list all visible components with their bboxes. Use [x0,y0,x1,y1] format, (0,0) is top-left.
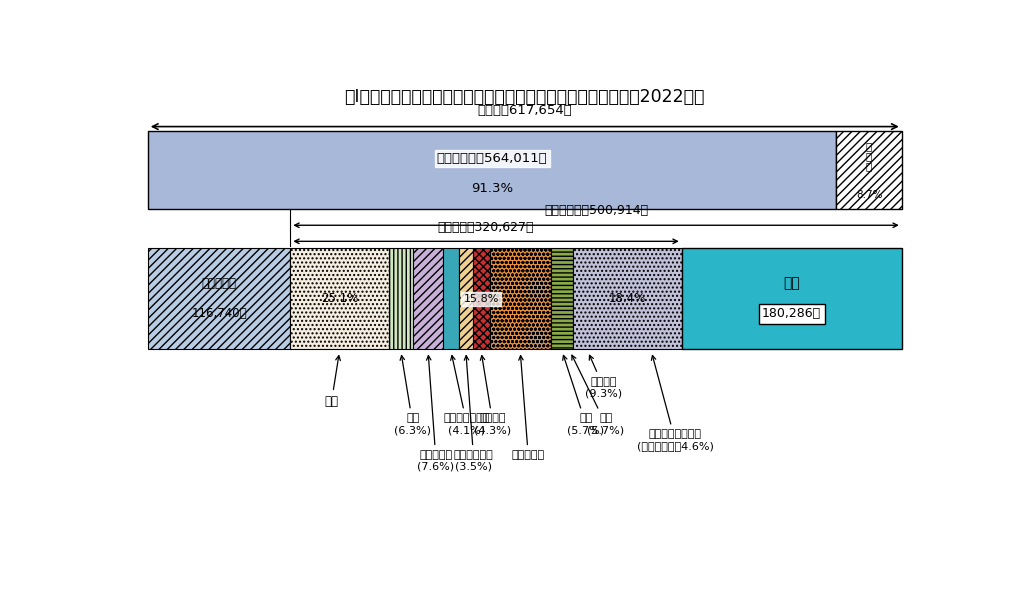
Text: 光熱・水道
(7.6%): 光熱・水道 (7.6%) [418,356,455,471]
Text: 消費支出　320,627円: 消費支出 320,627円 [438,221,535,234]
Text: そ
の
他: そ の 他 [866,141,872,171]
Text: 91.3%: 91.3% [471,182,513,195]
Bar [147,131,837,209]
Text: 住居
(6.3%): 住居 (6.3%) [394,356,431,435]
Bar [489,248,551,349]
Text: 保健医療
(4.3%): 保健医療 (4.3%) [474,356,512,435]
Text: 勤め先収入　564,011円: 勤め先収入 564,011円 [436,152,548,165]
Bar [443,248,459,349]
Text: 黒字: 黒字 [783,277,800,290]
Text: 実収入　617,654円: 実収入 617,654円 [477,104,572,117]
Bar [682,248,902,349]
Text: その他の消費支出
(うち交際費　4.6%): その他の消費支出 (うち交際費 4.6%) [637,355,714,451]
Text: 食料: 食料 [325,356,340,408]
Text: 18.4%: 18.4% [609,292,646,305]
Bar [147,248,291,349]
Text: 家具・家事用品
(4.1%): 家具・家事用品 (4.1%) [443,356,490,435]
Bar [291,248,388,349]
Text: 教育
(5.7%): 教育 (5.7%) [571,355,625,435]
Text: 可処分所得　500,914円: 可処分所得 500,914円 [544,204,648,217]
Bar [837,131,902,209]
Text: 非消費支出: 非消費支出 [202,277,237,290]
Bar [573,248,682,349]
Text: 教養娯楽
(9.3%): 教養娯楽 (9.3%) [585,355,623,398]
Text: 8.7%: 8.7% [856,190,883,200]
Text: 図Ⅰ－２－８　二人以上の世帯のうち勤労者世帯の家計収支　－2022年－: 図Ⅰ－２－８ 二人以上の世帯のうち勤労者世帯の家計収支 －2022年－ [345,88,705,105]
Text: 被服及び履物
(3.5%): 被服及び履物 (3.5%) [454,356,494,471]
Bar [459,248,473,349]
Text: 116,740円: 116,740円 [191,308,247,320]
Text: 交通・通信: 交通・通信 [512,356,545,460]
Text: 180,286円: 180,286円 [762,308,821,320]
Bar [388,248,414,349]
Text: 25.1%: 25.1% [321,292,358,305]
Bar [414,248,443,349]
Text: 教育
(5.7%): 教育 (5.7%) [563,355,604,435]
Text: 15.8%: 15.8% [464,294,499,304]
Bar [473,248,489,349]
Bar [551,248,573,349]
